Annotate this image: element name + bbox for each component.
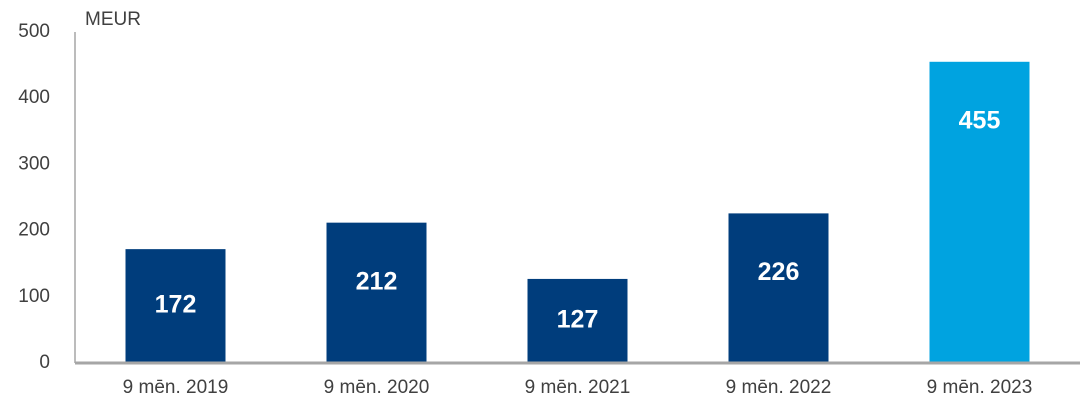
x-tick-label: 9 mēn. 2019 xyxy=(123,377,229,398)
bar xyxy=(527,278,628,363)
bar xyxy=(929,61,1030,363)
bar xyxy=(326,222,427,363)
y-tick-label: 200 xyxy=(18,220,50,241)
y-tick-label: 400 xyxy=(18,87,50,108)
value-label: 127 xyxy=(557,306,599,334)
y-tick-label: 100 xyxy=(18,286,50,307)
y-tick-label: 0 xyxy=(39,352,50,373)
bar xyxy=(125,249,226,363)
y-tick-label: 500 xyxy=(18,21,50,42)
value-label: 455 xyxy=(959,106,1001,134)
x-tick-label: 9 mēn. 2023 xyxy=(927,377,1033,398)
value-label: 226 xyxy=(758,258,800,286)
y-tick-label: 300 xyxy=(18,153,50,174)
x-tick-label: 9 mēn. 2021 xyxy=(525,377,631,398)
value-label: 212 xyxy=(356,267,398,295)
x-tick-label: 9 mēn. 2022 xyxy=(726,377,832,398)
bar xyxy=(728,213,829,363)
y-axis-label: MEUR xyxy=(85,9,141,30)
x-tick-label: 9 mēn. 2020 xyxy=(324,377,430,398)
value-label: 172 xyxy=(155,291,197,319)
